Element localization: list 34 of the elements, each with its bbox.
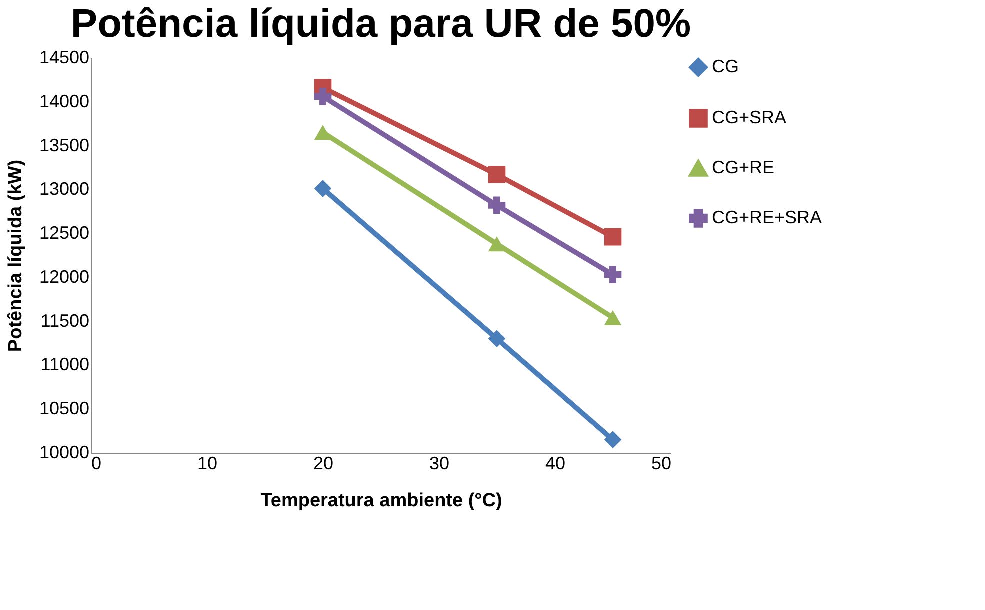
y-tick-label: 10500 (39, 398, 90, 419)
y-tick-label: 14500 (39, 48, 90, 68)
point (314, 180, 332, 198)
chart-title: Potência líquida para UR de 50% (70, 2, 692, 46)
point (314, 88, 332, 106)
legend-label: CG+RE+SRA (712, 208, 822, 228)
y-tick-label: 14000 (39, 91, 90, 112)
y-tick-label: 10000 (39, 442, 90, 462)
point (604, 228, 622, 246)
y-tick-label: 12000 (39, 266, 90, 287)
x-tick-label: 0 (92, 454, 102, 474)
point (604, 266, 622, 284)
point (604, 431, 622, 448)
point (604, 310, 622, 326)
point (488, 166, 506, 184)
legend-label: CG+SRA (712, 108, 787, 128)
y-axis-title: Potência líquida (kW) (5, 160, 26, 352)
y-tick-label: 12500 (39, 223, 90, 244)
x-axis-title: Temperatura ambiente (°C) (260, 490, 502, 512)
point (314, 125, 332, 140)
x-tick-label: 40 (545, 454, 566, 474)
y-tick-label: 11500 (40, 310, 90, 331)
y-tick-label: 13500 (39, 135, 90, 156)
point (488, 236, 506, 252)
x-tick-label: 20 (313, 454, 334, 474)
x-tick-label: 30 (429, 454, 450, 474)
y-tick-label: 13000 (39, 179, 90, 200)
y-tick-label: 11000 (40, 354, 90, 375)
x-tick-label: 10 (197, 454, 218, 474)
point (488, 330, 506, 348)
point (488, 196, 506, 214)
legend-label: CG (712, 56, 739, 76)
legend-label: CG+RE (712, 158, 775, 178)
x-tick-label: 50 (651, 454, 672, 474)
